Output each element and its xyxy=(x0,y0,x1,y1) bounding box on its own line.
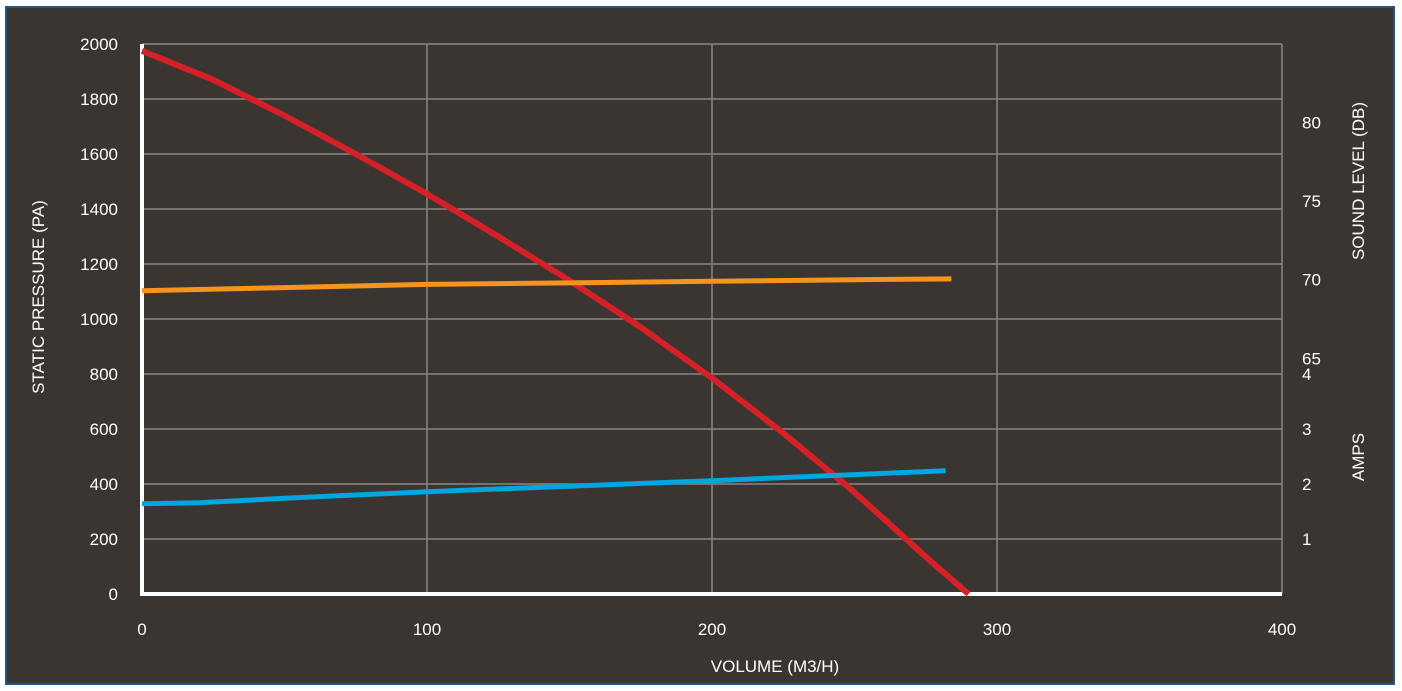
sound-tick-label: 70 xyxy=(1302,271,1321,290)
x-axis-title: VOLUME (M3/H) xyxy=(711,657,839,676)
pressure-curve xyxy=(140,48,971,597)
y-tick-label: 200 xyxy=(90,530,118,549)
y-tick-label: 2000 xyxy=(80,35,118,54)
sound-level-line xyxy=(141,276,952,294)
x-tick-label: 400 xyxy=(1268,620,1296,639)
y-tick-label: 1200 xyxy=(80,255,118,274)
y-tick-label: 1400 xyxy=(80,200,118,219)
sound-tick-label: 75 xyxy=(1302,192,1321,211)
series xyxy=(140,48,971,597)
amps-tick-label: 2 xyxy=(1302,475,1311,494)
y-tick-label: 600 xyxy=(90,420,118,439)
chart-panel xyxy=(5,6,1395,685)
y-tick-label: 1800 xyxy=(80,90,118,109)
x-tick-label: 300 xyxy=(983,620,1011,639)
x-tick-label: 0 xyxy=(137,620,146,639)
y-tick-label: 1000 xyxy=(80,310,118,329)
x-tick-label: 100 xyxy=(413,620,441,639)
x-tick-label: 200 xyxy=(698,620,726,639)
grid xyxy=(142,43,1283,594)
y-axis-title-sound: SOUND LEVEL (DB) xyxy=(1349,102,1368,260)
y-tick-label: 0 xyxy=(109,585,118,604)
y-tick-label: 400 xyxy=(90,475,118,494)
y-tick-label: 1600 xyxy=(80,145,118,164)
amps-tick-label: 1 xyxy=(1302,530,1311,549)
y-axis-title-left: STATIC PRESSURE (PA) xyxy=(29,200,48,394)
amps-line xyxy=(141,468,946,507)
y-tick-label: 800 xyxy=(90,365,118,384)
sound-tick-label: 65 xyxy=(1302,349,1321,368)
amps-tick-label: 4 xyxy=(1302,365,1311,384)
y-axis-title-amps: AMPS xyxy=(1349,433,1368,481)
amps-tick-label: 3 xyxy=(1302,420,1311,439)
sound-tick-label: 80 xyxy=(1302,114,1321,133)
